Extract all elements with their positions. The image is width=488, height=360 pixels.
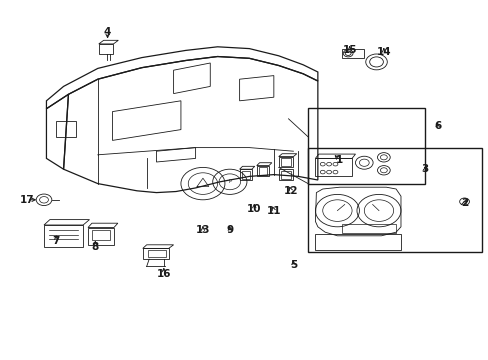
Bar xyxy=(280,171,291,179)
Text: 6: 6 xyxy=(433,121,440,131)
Text: 16: 16 xyxy=(156,269,171,279)
Text: 5: 5 xyxy=(289,260,296,270)
Text: 13: 13 xyxy=(195,225,210,235)
Bar xyxy=(258,167,266,175)
Bar xyxy=(92,230,109,240)
Text: 8: 8 xyxy=(92,242,99,252)
Text: 17: 17 xyxy=(20,195,34,205)
Bar xyxy=(280,158,291,166)
Bar xyxy=(307,108,425,184)
Bar xyxy=(241,171,249,179)
Text: 1: 1 xyxy=(336,155,343,165)
Text: 7: 7 xyxy=(52,236,60,246)
Text: 2: 2 xyxy=(460,198,467,208)
Bar xyxy=(147,250,166,257)
Text: 15: 15 xyxy=(342,45,356,55)
Bar xyxy=(307,148,481,252)
Text: 14: 14 xyxy=(376,47,390,57)
Text: 10: 10 xyxy=(246,204,261,214)
Bar xyxy=(342,224,395,233)
Text: 9: 9 xyxy=(226,225,233,235)
Text: 4: 4 xyxy=(103,27,111,37)
Text: P: P xyxy=(228,179,231,184)
Text: 12: 12 xyxy=(283,186,298,196)
Text: 11: 11 xyxy=(266,206,281,216)
Text: 3: 3 xyxy=(421,164,428,174)
